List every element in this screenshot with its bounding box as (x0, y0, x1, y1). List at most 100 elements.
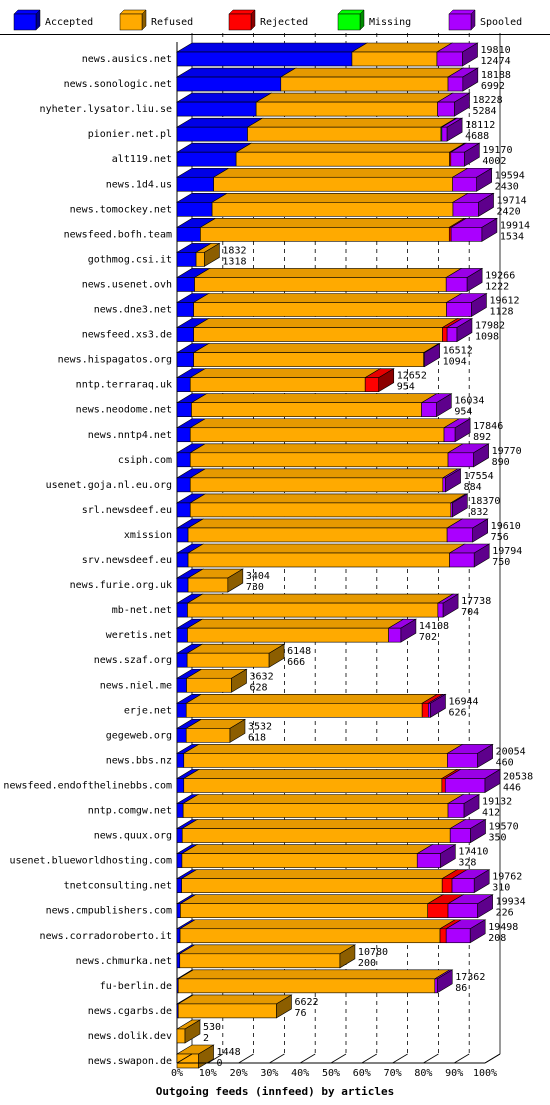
row-label: srl.newsdeef.eu (82, 505, 172, 516)
legend-label: Accepted (45, 17, 93, 28)
row-accepted-count: 2 (203, 1033, 209, 1044)
x-tick-mark (269, 1053, 285, 1064)
row-accepted-count: 310 (492, 883, 510, 894)
x-tick-label: 60% (353, 1068, 371, 1079)
bar-accepted (176, 878, 182, 893)
bar-spooled (451, 878, 475, 893)
bar-accepted-top (175, 67, 297, 78)
bar-refused-top (177, 994, 293, 1005)
x-tick-label: 10% (199, 1068, 217, 1079)
legend: Accepted Refused Rejected Missing Spooled (13, 9, 522, 31)
row-label: news.swapon.de (88, 1056, 172, 1067)
bar-side (452, 493, 468, 518)
bar-spooled (452, 176, 477, 192)
x-tick-label: 20% (230, 1068, 248, 1079)
bar-accepted (176, 101, 257, 117)
bar-refused (195, 252, 205, 267)
bar-accepted (176, 728, 187, 743)
bar-refused-top (177, 969, 451, 980)
bar-refused (213, 176, 453, 192)
bar-refused (187, 552, 450, 568)
bar-refused (177, 978, 436, 994)
legend-item-refused: Refused (119, 9, 193, 31)
bar-side (462, 67, 479, 92)
row-total: 1448 (217, 1047, 241, 1058)
x-tick-mark (453, 1053, 470, 1064)
x-tick-label: 90% (445, 1068, 463, 1079)
row-label: news.1d4.us (106, 179, 172, 190)
legend-swatch-top (337, 9, 365, 15)
bar-side (473, 869, 490, 894)
bar-side (436, 969, 453, 994)
bar-refused (187, 527, 448, 543)
row-total: 19570 (489, 822, 519, 833)
row-label: news.bbs.nz (106, 755, 172, 766)
row-total: 3532 (248, 721, 272, 732)
row-total: 17410 (458, 847, 488, 858)
bar-rejected (442, 327, 448, 342)
bar-refused (189, 502, 452, 518)
bar-side (456, 318, 473, 343)
row-total: 18370 (470, 496, 500, 507)
row-accepted-count: 86 (455, 983, 467, 994)
bar-refused-top (192, 343, 440, 353)
bar-refused (179, 928, 441, 944)
row-label: srv.newsdeef.eu (82, 555, 172, 566)
bar-refused-top (246, 117, 458, 128)
row-total: 3404 (246, 571, 270, 582)
bar-accepted (176, 527, 189, 543)
bar-side (339, 944, 356, 969)
bar-refused (193, 302, 447, 317)
row-total: 530 (203, 1022, 221, 1033)
x-tick-label: 50% (322, 1068, 340, 1079)
bar-spooled (447, 803, 465, 818)
bar-accepted (176, 627, 188, 643)
row-accepted-count: 832 (470, 507, 488, 518)
legend-label: Spooled (480, 17, 522, 28)
row-accepted-count: 76 (294, 1008, 306, 1019)
bar-spooled (442, 477, 446, 493)
row-total: 1832 (222, 245, 246, 256)
row-label: erje.net (124, 705, 172, 716)
bar-side (464, 142, 480, 167)
bar-side (472, 518, 488, 543)
bar-accepted (176, 202, 213, 217)
x-axis-label: Outgoing feeds (innfeed) by articles (156, 1085, 394, 1098)
bar-spooled (441, 126, 448, 142)
bar-refused (187, 577, 229, 593)
row-accepted-count: 954 (454, 407, 472, 418)
bar-accepted (176, 352, 194, 367)
x-tick-mark (330, 1053, 347, 1064)
bar-side (268, 643, 285, 668)
legend-label: Rejected (260, 17, 308, 28)
bar-spooled (447, 76, 464, 92)
row-label: news.nntp4.net (88, 430, 172, 441)
bar-side (231, 668, 247, 693)
bar-refused (189, 377, 366, 392)
row-label: fu-berlin.de (100, 981, 172, 992)
bar-spooled (452, 202, 479, 217)
bar-rejected (364, 377, 380, 392)
bar-refused-top (185, 693, 439, 704)
bar-refused (186, 652, 270, 668)
bar-side (445, 468, 461, 493)
legend-item-missing: Missing (337, 9, 411, 31)
row-total: 14108 (419, 621, 449, 632)
legend-label: Refused (151, 17, 193, 28)
bar-refused-top (189, 493, 467, 504)
